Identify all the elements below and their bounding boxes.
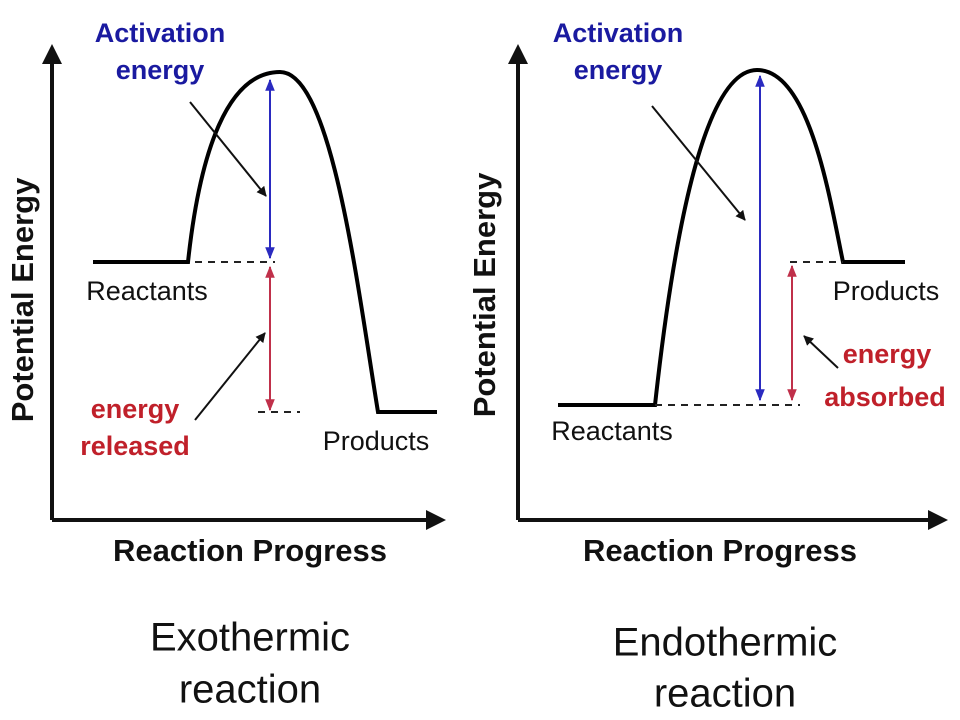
pointer-arrow bbox=[803, 335, 839, 369]
x-axis-label: Reaction Progress bbox=[583, 533, 857, 568]
activation-label: energy bbox=[574, 55, 663, 85]
energy-change-label: energy bbox=[843, 339, 932, 369]
products-label: Products bbox=[833, 276, 940, 306]
panel-title: reaction bbox=[654, 672, 796, 716]
energy-change-label: energy bbox=[91, 394, 180, 424]
y-axis-label: Potential Energy bbox=[467, 172, 502, 417]
energy-change-label: absorbed bbox=[824, 382, 946, 412]
reactants-label: Reactants bbox=[86, 276, 208, 306]
energy-curve bbox=[558, 67, 905, 407]
panel-title: Endothermic bbox=[613, 621, 838, 665]
y-axis-label: Potential Energy bbox=[5, 177, 40, 422]
pointer-arrow bbox=[651, 105, 746, 221]
pointer-arrow bbox=[194, 332, 266, 421]
activation-label: energy bbox=[116, 55, 205, 85]
energy-curve bbox=[93, 69, 437, 414]
panel-title: Exothermic bbox=[150, 616, 350, 660]
panel-title: reaction bbox=[179, 668, 321, 712]
activation-label: Activation bbox=[553, 18, 684, 48]
products-label: Products bbox=[323, 426, 430, 456]
endothermic-panel: Potential Energy Reaction Progress Activ… bbox=[467, 18, 948, 716]
x-axis-label: Reaction Progress bbox=[113, 533, 387, 568]
exothermic-panel: Potential Energy Reaction Progress Activ… bbox=[5, 18, 446, 712]
activation-label: Activation bbox=[95, 18, 226, 48]
pointer-arrow bbox=[189, 101, 267, 197]
reactants-label: Reactants bbox=[551, 416, 673, 446]
energy-change-label: released bbox=[80, 431, 190, 461]
